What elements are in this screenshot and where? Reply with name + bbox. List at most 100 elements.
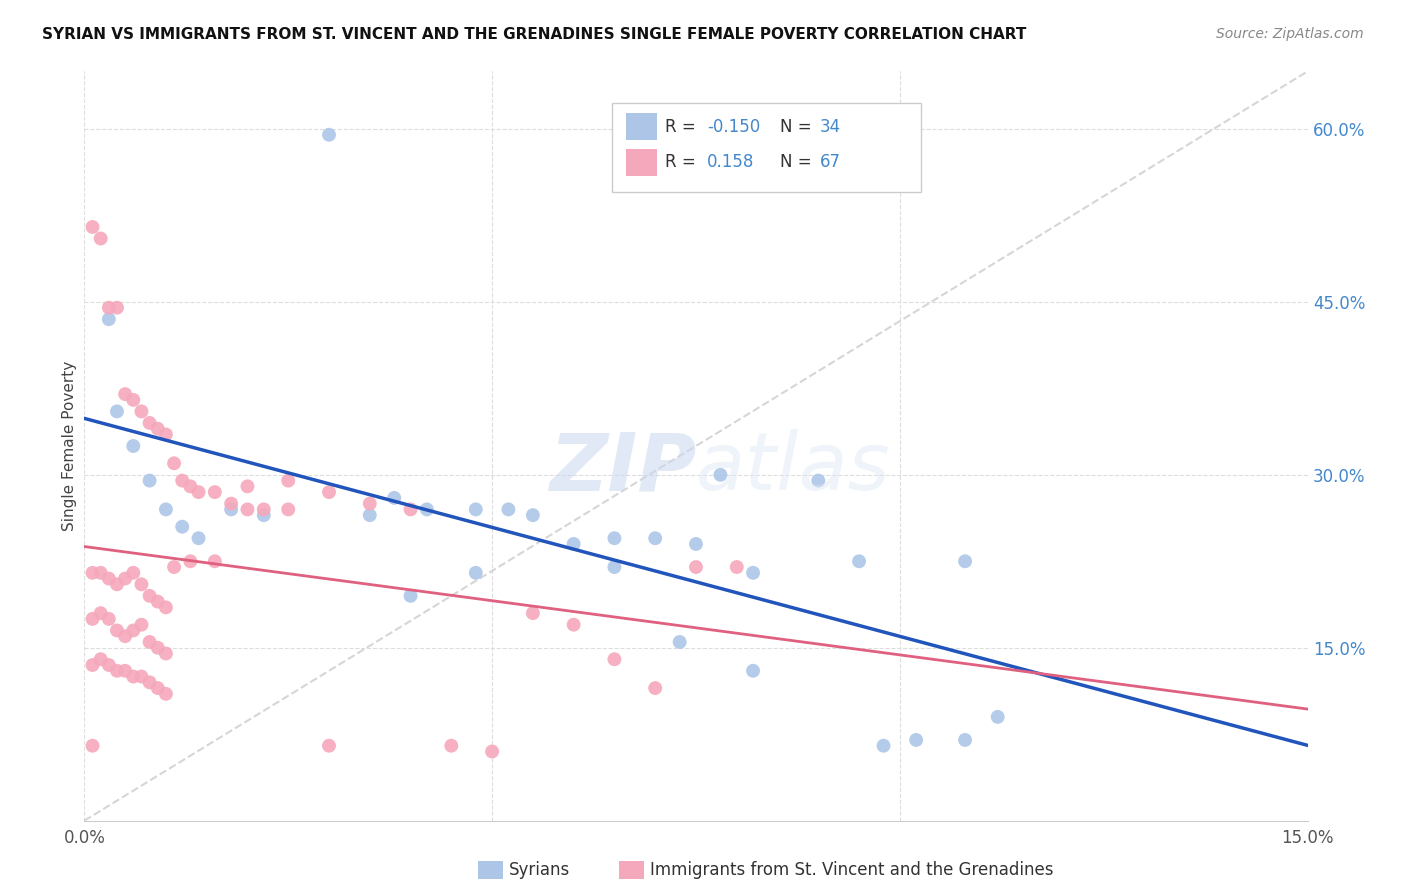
Point (204, 485, 226, 500)
Point (644, 681, 666, 695)
Point (872, 739, 894, 753)
Point (114, 387, 136, 401)
Point (807, 474, 830, 488)
Point (644, 531, 666, 545)
Point (253, 502, 276, 516)
Point (122, 624, 145, 638)
Text: Source: ZipAtlas.com: Source: ZipAtlas.com (1216, 27, 1364, 41)
Point (155, 600, 177, 615)
Point (90, 566, 112, 580)
Text: Syrians: Syrians (509, 861, 571, 879)
Point (138, 675, 160, 690)
Point (155, 427, 177, 442)
Text: R =: R = (665, 118, 702, 136)
Point (97, 612, 120, 626)
Point (82, 658, 104, 673)
Point (131, 669, 153, 683)
Point (236, 479, 259, 493)
Point (163, 560, 186, 574)
Point (481, 744, 503, 758)
Text: atlas: atlas (696, 429, 891, 508)
Point (399, 589, 422, 603)
Point (131, 617, 153, 632)
Point (603, 531, 626, 545)
Point (114, 629, 136, 643)
Point (90, 606, 112, 620)
Text: 0.158: 0.158 (707, 153, 755, 171)
Point (155, 687, 177, 701)
Point (219, 502, 242, 516)
Point (82, 566, 104, 580)
Point (382, 491, 405, 505)
Point (685, 537, 707, 551)
Point (163, 456, 186, 470)
Point (440, 739, 463, 753)
Point (359, 497, 381, 511)
Point (953, 733, 976, 747)
Point (562, 617, 585, 632)
Point (179, 554, 201, 568)
Point (97, 312, 120, 326)
Point (464, 502, 486, 516)
Point (742, 664, 765, 678)
Point (146, 594, 169, 608)
Point (204, 554, 226, 568)
Point (122, 669, 145, 683)
Text: N =: N = (780, 153, 817, 171)
Point (522, 508, 544, 523)
Point (277, 474, 299, 488)
Point (848, 554, 870, 568)
Point (725, 560, 748, 574)
Text: R =: R = (665, 153, 702, 171)
Point (172, 519, 194, 533)
Point (105, 577, 128, 591)
Point (953, 554, 976, 568)
Point (464, 566, 486, 580)
Point (219, 497, 242, 511)
Point (172, 474, 194, 488)
Point (685, 560, 707, 574)
Point (82, 219, 104, 234)
Point (146, 422, 169, 436)
Point (138, 635, 160, 649)
Point (318, 739, 340, 753)
Point (114, 572, 136, 586)
Point (131, 577, 153, 591)
Point (138, 589, 160, 603)
Point (105, 624, 128, 638)
Point (253, 508, 276, 523)
Point (155, 502, 177, 516)
Point (122, 392, 145, 407)
Point (905, 733, 928, 747)
Point (987, 710, 1010, 724)
Point (82, 739, 104, 753)
Point (131, 404, 153, 418)
Point (603, 560, 626, 574)
Point (138, 416, 160, 430)
Text: 34: 34 (820, 118, 841, 136)
Point (603, 652, 626, 666)
Point (416, 502, 439, 516)
Point (97, 572, 120, 586)
Point (187, 531, 209, 545)
Point (236, 502, 259, 516)
Point (105, 404, 128, 418)
Point (187, 485, 209, 500)
Point (105, 301, 128, 315)
Point (146, 681, 169, 695)
Text: 67: 67 (820, 153, 841, 171)
Point (399, 502, 422, 516)
Text: -0.150: -0.150 (707, 118, 761, 136)
Text: ZIP: ZIP (548, 429, 696, 508)
Point (709, 467, 731, 482)
Point (318, 128, 340, 142)
Point (668, 635, 690, 649)
Point (277, 502, 299, 516)
Text: SYRIAN VS IMMIGRANTS FROM ST. VINCENT AND THE GRENADINES SINGLE FEMALE POVERTY C: SYRIAN VS IMMIGRANTS FROM ST. VINCENT AN… (42, 27, 1026, 42)
Point (742, 566, 765, 580)
Point (90, 652, 112, 666)
Point (498, 502, 520, 516)
Point (122, 439, 145, 453)
Point (138, 474, 160, 488)
Point (562, 537, 585, 551)
